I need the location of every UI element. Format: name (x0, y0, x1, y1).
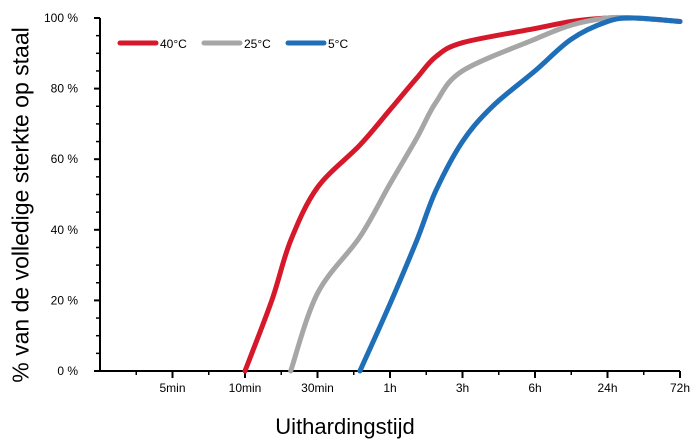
y-axis-title: % van de volledige sterkte op staal (7, 27, 34, 383)
x-tick-label: 24h (597, 381, 617, 395)
x-tick-label: 1h (383, 381, 396, 395)
y-tick-label: 20 % (51, 293, 79, 307)
legend-label-2: 5°C (328, 37, 348, 51)
legend-label-0: 40°C (160, 37, 187, 51)
x-tick-label: 72h (670, 381, 690, 395)
chart-legend: 40°C 25°C 5°C (117, 37, 348, 51)
chart-series-lines (242, 14, 683, 374)
series-line-1 (288, 14, 683, 374)
x-axis-title: Uithardingstijd (275, 414, 415, 439)
series-line-2 (357, 15, 683, 374)
x-tick-label: 10min (229, 381, 262, 395)
x-tick-label: 30min (301, 381, 334, 395)
chart-axes: 0 % 20 % 40 % 60 % 80 % 100 % 5min 10min 30min 1h… (44, 11, 690, 395)
y-tick-label: 40 % (51, 223, 79, 237)
y-tick-label: 100 % (44, 11, 78, 25)
x-tick-label: 5min (159, 381, 185, 395)
y-tick-label: 80 % (51, 82, 79, 96)
y-tick-label: 60 % (51, 152, 79, 166)
legend-label-1: 25°C (244, 37, 271, 51)
x-tick-label: 3h (456, 381, 469, 395)
y-tick-label: 0 % (57, 364, 78, 378)
x-tick-label: 6h (528, 381, 541, 395)
